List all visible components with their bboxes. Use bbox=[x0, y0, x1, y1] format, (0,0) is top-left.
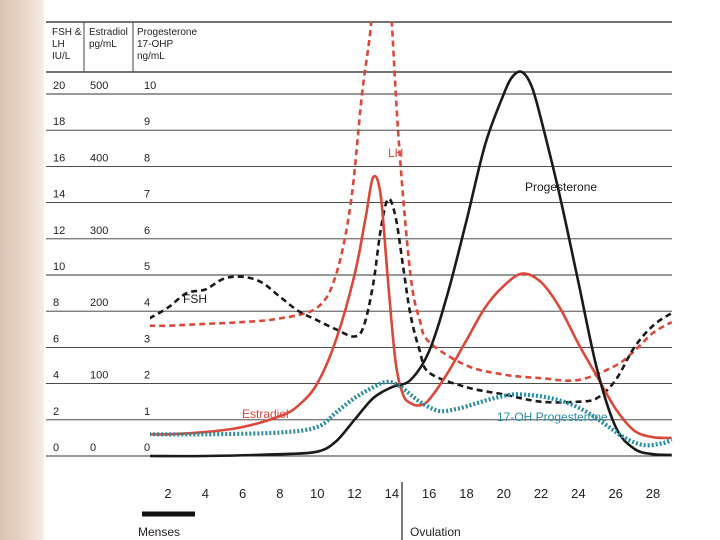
header-progesterone: ng/mL bbox=[137, 51, 165, 62]
header-progesterone: Progesterone bbox=[137, 27, 197, 38]
y-tick-progesterone: 2 bbox=[144, 370, 150, 382]
x-tick-label: 20 bbox=[497, 486, 511, 501]
y-tick-progesterone: 7 bbox=[144, 189, 150, 201]
annotations: Menses Ovulation bbox=[138, 482, 461, 540]
menses-label: Menses bbox=[138, 525, 180, 539]
x-tick-label: 22 bbox=[534, 486, 548, 501]
y-tick-fsh-lh: 8 bbox=[53, 297, 59, 309]
x-tick-label: 2 bbox=[164, 486, 171, 501]
header-estradiol: Estradiol bbox=[89, 27, 128, 38]
y-tick-estradiol: 0 bbox=[90, 442, 96, 454]
y-tick-progesterone: 10 bbox=[144, 80, 156, 92]
x-tick-label: 28 bbox=[646, 486, 660, 501]
series-label-17-oh-progesterone: 17-OH Progesterone bbox=[497, 410, 608, 424]
y-tick-fsh-lh: 16 bbox=[53, 152, 65, 164]
series-fsh bbox=[150, 197, 673, 404]
y-tick-progesterone: 9 bbox=[144, 116, 150, 128]
ovulation-label: Ovulation bbox=[410, 525, 461, 539]
x-tick-label: 12 bbox=[347, 486, 361, 501]
y-tick-fsh-lh: 20 bbox=[53, 80, 65, 92]
x-tick-label: 6 bbox=[239, 486, 246, 501]
series-labels: LH FSH Estradiol Progesterone 17-OH Progeste… bbox=[183, 146, 608, 424]
y-tick-estradiol: 300 bbox=[90, 225, 108, 237]
x-tick-label: 16 bbox=[422, 486, 436, 501]
y-tick-estradiol: 500 bbox=[90, 80, 108, 92]
x-tick-label: 26 bbox=[608, 486, 622, 501]
y-tick-progesterone: 8 bbox=[144, 152, 150, 164]
x-tick-label: 18 bbox=[459, 486, 473, 501]
x-tick-label: 14 bbox=[385, 486, 399, 501]
series-label-lh: LH bbox=[388, 146, 403, 160]
series-progesterone bbox=[150, 70, 672, 458]
y-tick-progesterone: 3 bbox=[144, 333, 150, 345]
series-estradiol bbox=[150, 174, 672, 440]
header-progesterone: 17-OHP bbox=[137, 39, 173, 50]
y-tick-progesterone: 4 bbox=[144, 297, 150, 309]
x-axis: 2 4 6 8 10 12 14 16 18 20 22 24 26 28 bbox=[164, 486, 660, 501]
series-label-progesterone: Progesterone bbox=[525, 180, 597, 194]
y-tick-fsh-lh: 14 bbox=[53, 189, 65, 201]
y-tick-fsh-lh: 10 bbox=[53, 261, 65, 273]
y-tick-fsh-lh: 6 bbox=[53, 333, 59, 345]
header-fsh-lh: LH bbox=[52, 39, 65, 50]
y-tick-estradiol: 100 bbox=[90, 370, 108, 382]
series-17-oh-progesterone bbox=[150, 379, 673, 448]
y-tick-fsh-lh: 12 bbox=[53, 225, 65, 237]
x-tick-label: 4 bbox=[202, 486, 209, 501]
y-tick-progesterone: 0 bbox=[144, 442, 150, 454]
header-fsh-lh: IU/L bbox=[52, 51, 71, 62]
y-tick-fsh-lh: 0 bbox=[53, 442, 59, 454]
y-tick-labels: 0246810121416182001002003004005000123456… bbox=[53, 80, 156, 454]
y-tick-estradiol: 400 bbox=[90, 152, 108, 164]
y-tick-progesterone: 6 bbox=[144, 225, 150, 237]
y-tick-progesterone: 5 bbox=[144, 261, 150, 273]
series-label-estradiol: Estradiol bbox=[242, 407, 289, 421]
series-lh bbox=[150, 22, 673, 383]
y-tick-fsh-lh: 18 bbox=[53, 116, 65, 128]
x-tick-label: 8 bbox=[276, 486, 283, 501]
x-tick-label: 10 bbox=[310, 486, 324, 501]
y-tick-progesterone: 1 bbox=[144, 406, 150, 418]
y-tick-fsh-lh: 2 bbox=[53, 406, 59, 418]
series-layer bbox=[150, 22, 673, 458]
y-tick-fsh-lh: 4 bbox=[53, 370, 59, 382]
series-label-fsh: FSH bbox=[183, 292, 207, 306]
y-tick-estradiol: 200 bbox=[90, 297, 108, 309]
x-tick-label: 24 bbox=[571, 486, 585, 501]
header-estradiol: pg/mL bbox=[89, 39, 117, 50]
header-fsh-lh: FSH & bbox=[52, 27, 82, 38]
book-page-edge bbox=[0, 0, 44, 540]
header-lines bbox=[46, 21, 672, 73]
